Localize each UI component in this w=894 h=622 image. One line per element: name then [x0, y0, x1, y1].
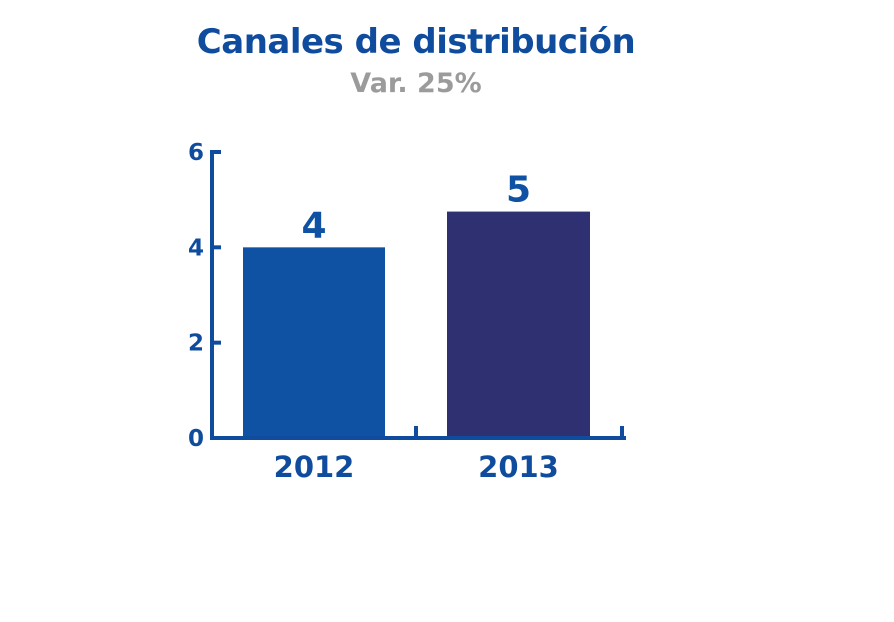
value-label-2013: 5 — [506, 170, 531, 211]
y-tick-label-6: 6 — [188, 140, 204, 166]
y-tick-label-2: 2 — [188, 331, 204, 357]
chart-subtitle: Var. 25% — [350, 68, 482, 99]
x-tick-label-2012: 2012 — [274, 450, 355, 484]
bar-2013 — [447, 211, 590, 438]
x-tick-label-2013: 2013 — [478, 450, 559, 484]
chart-title: Canales de distribución — [196, 22, 636, 62]
y-tick-label-4: 4 — [188, 235, 204, 261]
bar-2012 — [243, 247, 385, 438]
value-label-2012: 4 — [301, 205, 326, 246]
y-tick-label-0: 0 — [188, 426, 204, 452]
